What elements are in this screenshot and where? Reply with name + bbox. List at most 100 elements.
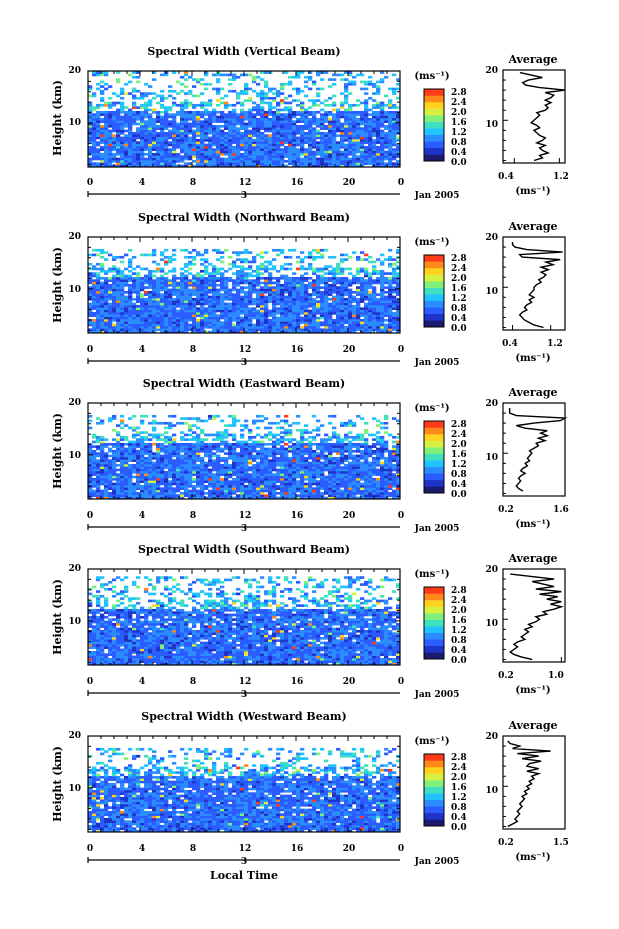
- heatmap-cell: [104, 482, 109, 486]
- heatmap-cell: [100, 286, 105, 289]
- heatmap-cell: [348, 281, 353, 285]
- heatmap-cell: [212, 131, 217, 135]
- heatmap-cell: [140, 148, 145, 151]
- heatmap-cell: [340, 484, 345, 488]
- heatmap-cell: [244, 318, 249, 322]
- heatmap-cell: [104, 71, 109, 74]
- heatmap-cell: [352, 138, 357, 142]
- heatmap-cell: [344, 316, 349, 320]
- heatmap-cell: [256, 148, 261, 151]
- heatmap-cell: [112, 145, 117, 149]
- heatmap-cell: [192, 262, 197, 266]
- heatmap-cell: [272, 248, 277, 252]
- heatmap-cell: [348, 162, 353, 165]
- heatmap-cell: [136, 141, 141, 144]
- heatmap-cell: [188, 328, 193, 331]
- heatmap-cell: [132, 314, 137, 317]
- heatmap-cell: [152, 108, 157, 112]
- heatmap-cell: [208, 484, 213, 488]
- heatmap-cell: [272, 496, 277, 500]
- heatmap-cell: [184, 295, 189, 299]
- heatmap-cell: [320, 309, 325, 313]
- heatmap-cell: [232, 288, 237, 292]
- heatmap-cell: [96, 290, 101, 294]
- heatmap-cell: [268, 325, 273, 329]
- heatmap-cell: [380, 314, 385, 317]
- heatmap-cell: [160, 309, 165, 313]
- heatmap-cell: [148, 290, 153, 294]
- heatmap-cell: [224, 484, 229, 488]
- heatmap-cell: [100, 318, 105, 322]
- heatmap-cell: [268, 101, 273, 105]
- heatmap-cell: [316, 321, 321, 324]
- heatmap-cell: [232, 89, 237, 93]
- heatmap-cell: [148, 293, 153, 296]
- heatmap-cell: [152, 325, 157, 329]
- heatmap-cell: [148, 141, 153, 144]
- heatmap-cell: [116, 143, 121, 147]
- heatmap-cell: [184, 117, 189, 121]
- heatmap-cell: [256, 279, 261, 282]
- heatmap-cell: [248, 251, 253, 254]
- heatmap-cell: [244, 124, 249, 128]
- heatmap-cell: [148, 274, 153, 278]
- heatmap-cell: [308, 134, 313, 137]
- heatmap-cell: [272, 318, 277, 322]
- heatmap-cell: [160, 164, 165, 168]
- heatmap-cell: [100, 71, 105, 74]
- heatmap-cell: [160, 311, 165, 315]
- heatmap-cell: [248, 288, 253, 292]
- heatmap-cell: [112, 117, 117, 121]
- heatmap-cell: [128, 129, 133, 133]
- heatmap-cell: [172, 288, 177, 292]
- heatmap-cell: [164, 162, 169, 165]
- heatmap-cell: [128, 318, 133, 322]
- heatmap-cell: [212, 143, 217, 147]
- heatmap-cell: [96, 283, 101, 287]
- heatmap-cell: [348, 295, 353, 299]
- heatmap-cell: [340, 288, 345, 292]
- heatmap-cell: [244, 248, 249, 252]
- heatmap-cell: [216, 129, 221, 133]
- heatmap-cell: [92, 145, 97, 149]
- heatmap-cell: [308, 276, 313, 280]
- heatmap-cell: [396, 265, 401, 268]
- heatmap-cell: [248, 157, 253, 161]
- heatmap-cell: [132, 122, 137, 126]
- heatmap-cell: [172, 297, 177, 301]
- heatmap-cell: [188, 251, 193, 254]
- heatmap-cell: [268, 106, 273, 109]
- heatmap-cell: [132, 71, 137, 74]
- heatmap-cell: [332, 143, 337, 147]
- heatmap-cell: [380, 129, 385, 133]
- heatmap-cell: [364, 489, 369, 493]
- heatmap-cell: [188, 302, 193, 306]
- heatmap-cell: [108, 297, 113, 301]
- heatmap-cell: [160, 325, 165, 329]
- heatmap-cell: [180, 141, 185, 144]
- heatmap-cell: [200, 297, 205, 301]
- heatmap-cell: [320, 491, 325, 495]
- heatmap-cell: [284, 108, 289, 112]
- heatmap-cell: [132, 302, 137, 306]
- heatmap-cell: [168, 328, 173, 331]
- heatmap-cell: [396, 267, 401, 271]
- heatmap-cell: [292, 115, 297, 119]
- heatmap-cell: [112, 129, 117, 133]
- heatmap-cell: [296, 136, 301, 140]
- heatmap-cell: [232, 330, 237, 334]
- heatmap-cell: [352, 80, 357, 84]
- heatmap-cell: [104, 258, 109, 261]
- heatmap-cell: [220, 134, 225, 137]
- heatmap-cell: [216, 307, 221, 310]
- heatmap-cell: [100, 162, 105, 165]
- heatmap-cell: [140, 330, 145, 334]
- heatmap-cell: [148, 276, 153, 280]
- heatmap-cell: [144, 94, 149, 98]
- heatmap-cell: [296, 152, 301, 156]
- heatmap-cell: [268, 286, 273, 289]
- heatmap-cell: [296, 148, 301, 151]
- heatmap-cell: [180, 127, 185, 130]
- heatmap-cell: [284, 281, 289, 285]
- heatmap-cell: [96, 484, 101, 488]
